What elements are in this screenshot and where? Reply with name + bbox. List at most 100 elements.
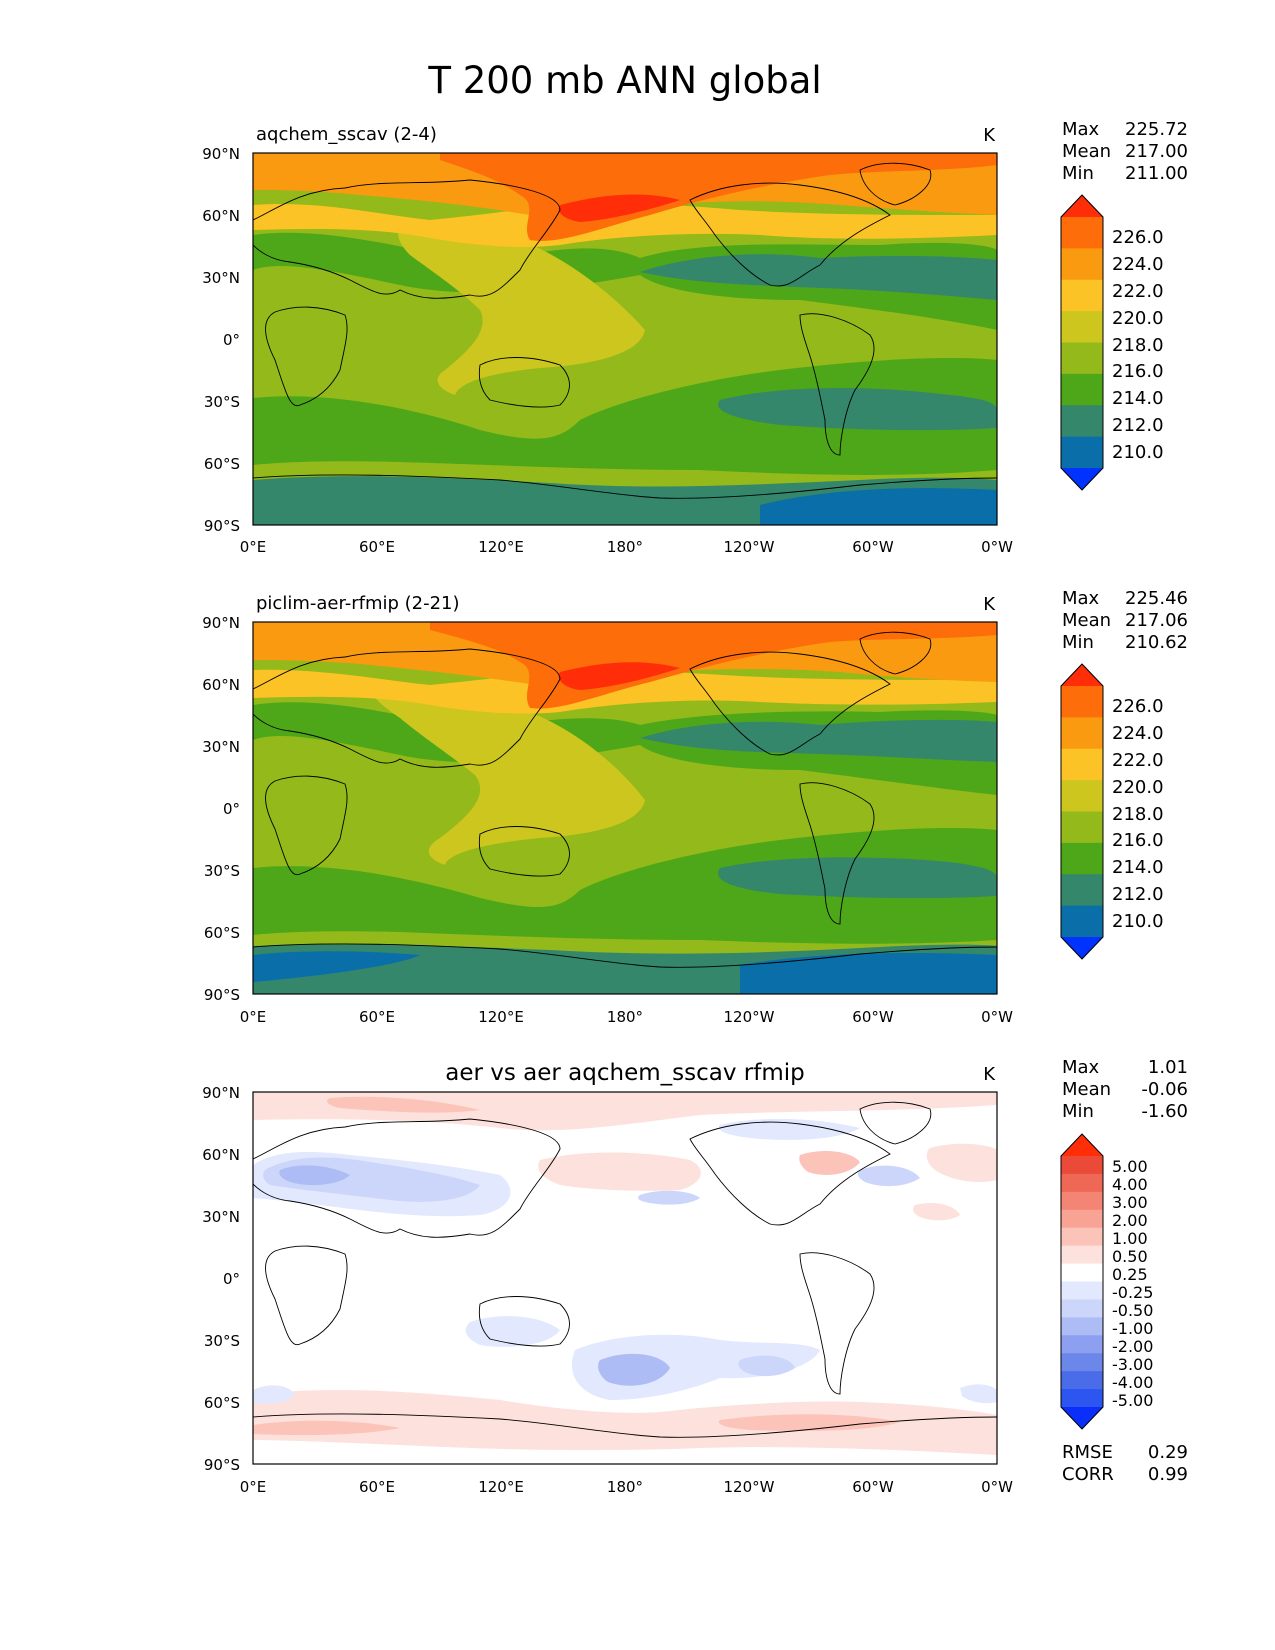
contour-fill-210	[760, 488, 997, 525]
colorbar-tick: 210.0	[1112, 911, 1164, 932]
lat-tick: 90°S	[204, 1456, 240, 1474]
lon-tick: 120°E	[478, 1008, 524, 1026]
colorbar-swatch	[1061, 248, 1103, 281]
diff-pos-midlat-pacific	[538, 1152, 701, 1191]
colorbar-tick: -1.00	[1112, 1319, 1153, 1338]
contour-fill-214-south	[253, 358, 997, 475]
coast-greenland	[859, 631, 932, 675]
lat-tick: 30°N	[202, 269, 240, 287]
lon-tick: 180°	[607, 1008, 643, 1026]
corr-label: CORR	[1062, 1464, 1114, 1485]
colorbar-swatch	[1061, 780, 1103, 812]
lat-tick: 90°S	[204, 517, 240, 535]
lat-tick: 60°N	[202, 676, 240, 694]
lon-tick: 60°E	[359, 1478, 395, 1496]
colorbar-tick: -5.00	[1112, 1391, 1153, 1410]
diff-pos-southern-core	[718, 1414, 900, 1432]
panel-reference: piclim-aer-rfmip (2-21) K	[202, 588, 1188, 1026]
lat-tick: 30°S	[204, 1332, 240, 1350]
colorbar-tick: 212.0	[1112, 884, 1164, 905]
contour-fill-212-sband	[718, 857, 997, 899]
diff-pos-southern	[253, 1390, 997, 1455]
colorbar-outline	[1060, 1133, 1104, 1430]
lat-tick: 30°S	[204, 862, 240, 880]
colorbar-tick: 4.00	[1112, 1175, 1148, 1194]
coast-eurasia	[253, 1118, 561, 1238]
colorbar-swatch	[1061, 1317, 1103, 1336]
coast-africa	[265, 1245, 348, 1346]
coast-south-america	[799, 1252, 875, 1395]
lat-tick: 90°N	[202, 614, 240, 632]
colorbar-tick: 216.0	[1112, 361, 1164, 382]
map-field	[253, 153, 997, 525]
contour-fill-210-east	[740, 953, 997, 994]
coast-australia	[478, 357, 570, 408]
lat-tick: 30°S	[204, 393, 240, 411]
colorbar-tick: 5.00	[1112, 1157, 1148, 1176]
coast-greenland	[859, 162, 932, 206]
colorbar-swatch	[1061, 1371, 1103, 1390]
diff-pos-atl2	[913, 1203, 960, 1221]
diff-neg-satl	[960, 1384, 997, 1404]
colorbar-tick: 214.0	[1112, 388, 1164, 409]
colorbar-swatch	[1061, 905, 1103, 938]
colorbar-swatch	[1061, 217, 1103, 249]
lat-tick: 60°S	[204, 924, 240, 942]
contour-fill-212-tropics	[640, 254, 997, 300]
coastlines	[253, 631, 997, 968]
colorbar-swatch	[1061, 373, 1103, 406]
map-frame	[252, 1091, 998, 1465]
diff-pos-arctic-core	[327, 1096, 480, 1113]
colorbar-tick: 220.0	[1112, 777, 1164, 798]
map-field	[253, 622, 997, 994]
colorbar-swatch	[1061, 311, 1103, 343]
colorbar-tick: 212.0	[1112, 415, 1164, 436]
diff-neg-sio	[465, 1316, 560, 1347]
stats-box: Max 225.46 Mean 217.06 Min 210.62	[1062, 588, 1188, 653]
colorbar-tick: -2.00	[1112, 1337, 1153, 1356]
corr-value: 0.99	[1148, 1464, 1188, 1485]
colorbar-tick: 222.0	[1112, 750, 1164, 771]
coast-antarctica	[253, 474, 997, 499]
lat-tick: 30°N	[202, 1208, 240, 1226]
colorbar-tick: 218.0	[1112, 335, 1164, 356]
colorbar-swatch	[1061, 811, 1103, 844]
colorbar-swatch	[1061, 1281, 1103, 1300]
lat-tick: 0°	[223, 1270, 240, 1288]
lat-tick: 0°	[223, 331, 240, 349]
colorbar-tick: 0.25	[1112, 1265, 1148, 1284]
colorbar-swatch	[1061, 1335, 1103, 1354]
colorbar-tick: -0.25	[1112, 1283, 1153, 1302]
coast-africa	[265, 775, 348, 876]
map-frame	[252, 152, 998, 526]
colorbar-extend-min	[1061, 468, 1103, 490]
colorbar: 5.00 4.00 3.00 2.00 1.00 0.50 0.25 -0.25…	[1060, 1133, 1153, 1430]
stat-min-value: -1.60	[1141, 1101, 1188, 1122]
lat-tick: 0°	[223, 800, 240, 818]
colorbar-tick: 1.00	[1112, 1229, 1148, 1248]
contour-fill-226	[558, 194, 680, 222]
lon-tick: 0°E	[240, 1008, 267, 1026]
lat-tick: 60°N	[202, 207, 240, 225]
coast-antarctica	[253, 1413, 997, 1438]
lat-ticks: 90°N 60°N 30°N 0° 30°S 60°S 90°S	[202, 614, 240, 1004]
diff-neg-sp-core	[598, 1353, 670, 1386]
stat-max-value: 225.46	[1125, 588, 1188, 609]
colorbar-swatch	[1061, 717, 1103, 750]
lon-tick: 180°	[607, 538, 643, 556]
lon-tick: 60°W	[852, 1008, 894, 1026]
coastlines	[253, 162, 997, 499]
colorbar-swatch	[1061, 686, 1103, 718]
colorbar-tick: 214.0	[1112, 857, 1164, 878]
colorbar-swatch	[1061, 842, 1103, 875]
coast-north-america	[689, 182, 891, 287]
colorbar-tick: -3.00	[1112, 1355, 1153, 1374]
diff-neg-eurasia-core	[279, 1165, 350, 1186]
contour-fill-212-sband	[718, 388, 997, 431]
diff-neg-na	[857, 1165, 920, 1187]
lat-tick: 60°S	[204, 1394, 240, 1412]
colorbar-swatch	[1061, 436, 1103, 469]
colorbar-swatch	[1061, 1191, 1103, 1211]
lon-tick: 0°W	[981, 1478, 1013, 1496]
